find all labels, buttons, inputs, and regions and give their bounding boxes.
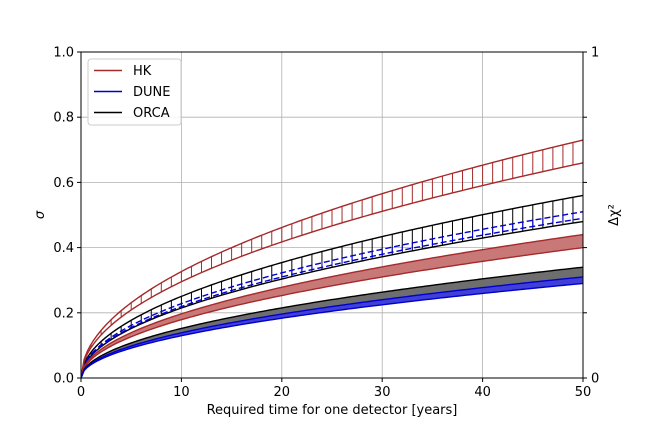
x-axis-label: Required time for one detector [years]	[207, 403, 458, 418]
x-tick-label: 50	[575, 385, 592, 400]
hk-filled-band	[81, 234, 583, 378]
y-axis-label: σ	[33, 210, 48, 219]
y-tick-label: 0.0	[53, 372, 74, 387]
dune-filled-lower-line	[81, 282, 583, 378]
legend-label-hk: HK	[133, 64, 152, 79]
orca-filled-upper-line	[81, 266, 583, 378]
legend-label-dune: DUNE	[133, 85, 170, 100]
dune-hatched-upper-line	[81, 211, 583, 378]
axes: 0 10 20 30 40 50 0.0 0.2 0.4 0.6 0.8 1.0 0 1	[53, 46, 599, 401]
hk-filled-upper-line	[81, 233, 583, 378]
y-tick-label: 0.4	[53, 241, 74, 256]
legend: HK DUNE ORCA	[87, 58, 182, 126]
legend-label-orca: ORCA	[133, 106, 170, 121]
hk-hatched-lower-line	[81, 162, 583, 378]
orca-filled-band	[81, 267, 583, 378]
legend-frame	[87, 58, 182, 126]
dune-hatched-lower-line	[81, 217, 583, 378]
y-tick-label: 0.8	[53, 111, 74, 126]
x-tick-label: 0	[77, 385, 85, 400]
x-tick-label: 20	[274, 385, 291, 400]
y2-axis-label: Δχ²	[607, 204, 622, 226]
y-tick-label: 1.0	[53, 46, 74, 61]
y-tick-label: 0.6	[53, 176, 74, 191]
x-tick-label: 10	[173, 385, 190, 400]
orca-hatched-lower-line	[81, 220, 583, 378]
hk-hatched-upper-line	[81, 139, 583, 378]
y2-tick-label: 0	[591, 372, 599, 387]
plot-frame	[80, 51, 584, 379]
x-tick-label: 40	[474, 385, 491, 400]
dune-filled-upper-line	[81, 276, 583, 378]
dune-filled-band	[81, 276, 583, 378]
orca-hatched-upper-line	[81, 194, 583, 378]
y2-tick-label: 1	[591, 46, 599, 61]
hk-filled-lower-line	[81, 246, 583, 378]
x-tick-label: 30	[374, 385, 391, 400]
plot-area	[81, 139, 583, 378]
y-tick-label: 0.2	[53, 306, 74, 321]
